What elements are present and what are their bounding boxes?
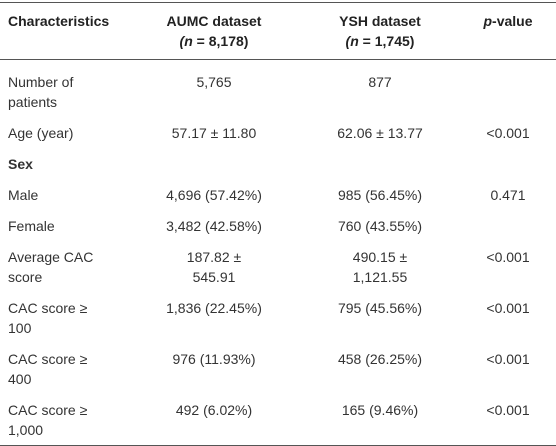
cell-value: 57.17 ± 11.80: [171, 125, 257, 141]
table-row: Number of patients 5,765 877: [0, 60, 556, 118]
header-cell: AUMC dataset (n = 8,178): [128, 3, 300, 60]
header-text: p: [483, 13, 493, 29]
cell-value: 3,482 (42.58%): [166, 218, 262, 234]
table-cell: 877: [300, 60, 460, 118]
table-cell: <0.001: [460, 241, 556, 292]
cell-value: 985 (56.45%): [337, 187, 423, 203]
table-cell: 4,696 (57.42%): [128, 179, 300, 210]
table-cell: [460, 60, 556, 118]
cell-value: 62.06 ± 13.77: [337, 125, 423, 141]
cell-value: 5,765: [196, 74, 232, 90]
table-cell: 976 (11.93%): [128, 343, 300, 394]
row-label: Age (year): [8, 125, 74, 141]
header-text: n: [350, 33, 359, 49]
row-label: Average CAC score: [8, 249, 94, 285]
table-row: Male 4,696 (57.42%) 985 (56.45%) 0.471: [0, 179, 556, 210]
table-cell: 490.15 ± 1,121.55: [300, 241, 460, 292]
header-cell: p-value: [460, 3, 556, 60]
table-cell: 760 (43.55%): [300, 210, 460, 241]
table-cell: <0.001: [460, 117, 556, 148]
row-label: Sex: [8, 156, 33, 172]
row-label: CAC score ≥ 100: [8, 300, 88, 336]
cell-value: 165 (9.46%): [341, 402, 419, 418]
cell-value: <0.001: [486, 125, 530, 141]
cell-value: 760 (43.55%): [337, 218, 423, 234]
table-row: Average CAC score 187.82 ± 545.91 490.15 ±…: [0, 241, 556, 292]
table-row: Age (year) 57.17 ± 11.80 62.06 ± 13.77 <0.0…: [0, 117, 556, 148]
table-cell: [300, 148, 460, 179]
table-cell: [460, 210, 556, 241]
table-cell: [128, 148, 300, 179]
table-row: CAC score ≥ 100 1,836 (22.45%) 795 (45.56%…: [0, 292, 556, 343]
cell-value: <0.001: [486, 351, 530, 367]
cell-value: <0.001: [486, 402, 530, 418]
table-cell: 985 (56.45%): [300, 179, 460, 210]
cell-value: 4,696 (57.42%): [166, 187, 262, 203]
header-text: (: [179, 33, 185, 49]
table-cell: <0.001: [460, 394, 556, 446]
header-text: = 8,178): [192, 33, 249, 49]
header-text: Characteristics: [8, 13, 110, 29]
cell-value: 795 (45.56%): [337, 300, 423, 316]
table-cell: 492 (6.02%): [128, 394, 300, 446]
table-cell: <0.001: [460, 343, 556, 394]
row-label: CAC score ≥ 1,000: [8, 402, 88, 438]
cell-value: 492 (6.02%): [175, 402, 253, 418]
row-label: Female: [8, 218, 55, 234]
header-text: = 1,745): [358, 33, 415, 49]
table-cell: 5,765: [128, 60, 300, 118]
table-cell: 187.82 ± 545.91: [128, 241, 300, 292]
row-label: Male: [8, 187, 39, 203]
table-row: CAC score ≥ 1,000 492 (6.02%) 165 (9.46%) <…: [0, 394, 556, 446]
header-cell: Characteristics: [0, 3, 128, 60]
cell-value: 1,836 (22.45%): [166, 300, 262, 316]
table-header: Characteristics AUMC dataset (n = 8,178) YS…: [0, 3, 556, 60]
cell-value: 877: [368, 74, 392, 90]
table-cell: Number of patients: [0, 60, 128, 118]
cell-value: 187.82 ± 545.91: [186, 249, 242, 285]
row-label: Number of patients: [8, 74, 74, 110]
cell-value: 458 (26.25%): [337, 351, 423, 367]
table-cell: 0.471: [460, 179, 556, 210]
table-cell: [460, 148, 556, 179]
table-cell: Sex: [0, 148, 128, 179]
table-cell: 62.06 ± 13.77: [300, 117, 460, 148]
table-cell: 165 (9.46%): [300, 394, 460, 446]
header-text: -value: [492, 13, 533, 29]
cell-value: 0.471: [490, 187, 526, 203]
table-cell: 57.17 ± 11.80: [128, 117, 300, 148]
table-cell: CAC score ≥ 1,000: [0, 394, 128, 446]
table-body: Number of patients 5,765 877 Age (year) 57.1…: [0, 60, 556, 446]
cell-value: 490.15 ± 1,121.55: [352, 249, 408, 285]
header-text: AUMC dataset: [166, 13, 262, 29]
table-cell: Average CAC score: [0, 241, 128, 292]
header-text: (: [345, 33, 351, 49]
table-row: Sex: [0, 148, 556, 179]
table-cell: 3,482 (42.58%): [128, 210, 300, 241]
table-cell: Age (year): [0, 117, 128, 148]
header-cell: YSH dataset (n = 1,745): [300, 3, 460, 60]
cell-value: <0.001: [486, 300, 530, 316]
table-cell: Male: [0, 179, 128, 210]
header-row: Characteristics AUMC dataset (n = 8,178) YS…: [0, 3, 556, 60]
table-cell: 795 (45.56%): [300, 292, 460, 343]
table-row: Female 3,482 (42.58%) 760 (43.55%): [0, 210, 556, 241]
table-cell: CAC score ≥ 400: [0, 343, 128, 394]
header-text: YSH dataset: [339, 13, 421, 29]
cell-value: <0.001: [486, 249, 530, 265]
table-cell: <0.001: [460, 292, 556, 343]
table-cell: 458 (26.25%): [300, 343, 460, 394]
row-label: CAC score ≥ 400: [8, 351, 88, 387]
header-text: n: [184, 33, 193, 49]
cell-value: 976 (11.93%): [172, 351, 256, 367]
table-cell: Female: [0, 210, 128, 241]
table-row: CAC score ≥ 400 976 (11.93%) 458 (26.25%) <…: [0, 343, 556, 394]
table-cell: 1,836 (22.45%): [128, 292, 300, 343]
table-cell: CAC score ≥ 100: [0, 292, 128, 343]
